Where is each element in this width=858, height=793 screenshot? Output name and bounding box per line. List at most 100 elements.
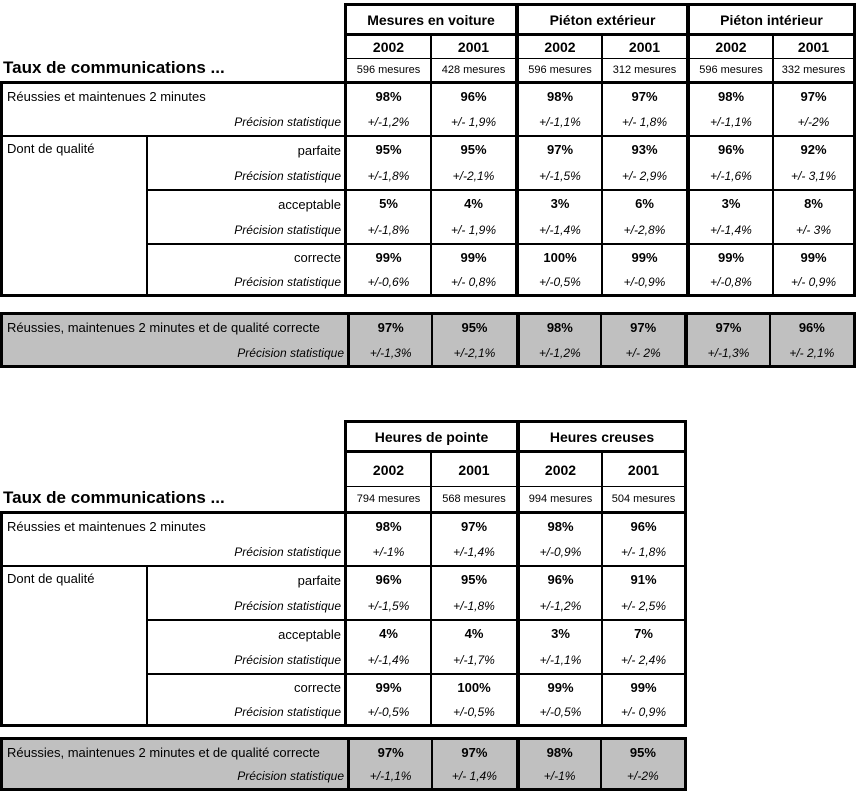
- precision-cell: +/-1,5%: [344, 592, 430, 619]
- table-communications-by-environment: Taux de communications ... Mesures en vo…: [0, 3, 856, 297]
- row-label-text: Réussies et maintenues 2 minutes: [7, 89, 206, 105]
- precision-cell: +/- 1,8%: [601, 538, 687, 565]
- year-header: 2001: [601, 33, 686, 58]
- table-communications-by-hours: Taux de communications ... Heures de poi…: [0, 420, 687, 727]
- precision-cell: +/-2,8%: [601, 216, 686, 243]
- sample-size: 596 mesures: [515, 58, 601, 81]
- quality-sub-label-text: correcte: [294, 249, 341, 265]
- summary-value: 96%: [798, 320, 825, 335]
- value-cell: 5%: [344, 189, 430, 216]
- value-cell: 98%: [344, 511, 430, 538]
- precision-label: Précision statistique: [234, 545, 341, 560]
- summary-precision: +/-1,3%: [369, 345, 412, 360]
- summary-band-hours: Réussies, maintenues 2 minutes et de qua…: [0, 737, 687, 791]
- sample-size: 332 mesures: [772, 58, 856, 81]
- sample-size: 428 mesures: [430, 58, 515, 81]
- value-cell: 95%: [430, 135, 515, 162]
- summary-band-environment: Réussies, maintenues 2 minutes et de qua…: [0, 312, 856, 368]
- quality-label: Dont de qualité: [0, 135, 146, 297]
- summary-value: 98%: [546, 320, 573, 335]
- summary-value-cell: 98% +/-1%: [515, 740, 600, 788]
- precision-label: Précision statistique: [237, 345, 344, 360]
- precision-cell: +/-1,4%: [430, 538, 516, 565]
- precision-cell: +/- 0,8%: [430, 270, 515, 297]
- summary-value-cell: 97% +/-1,3%: [684, 315, 769, 365]
- value-cell: 93%: [601, 135, 686, 162]
- group-header-pieton-interieur: Piéton intérieur: [686, 3, 856, 33]
- precision-cell: +/- 0,9%: [772, 270, 856, 297]
- summary-label-text: Réussies, maintenues 2 minutes et de qua…: [7, 744, 320, 760]
- value-cell: 96%: [430, 81, 515, 108]
- year-header: 2002: [515, 33, 601, 58]
- summary-value-cell: 98% +/-1,2%: [515, 315, 600, 365]
- precision-cell: +/-1%: [344, 538, 430, 565]
- quality-sub-label-text: acceptable: [278, 196, 341, 212]
- precision-cell: +/-1,8%: [344, 216, 430, 243]
- value-cell: 98%: [344, 81, 430, 108]
- precision-cell: +/- 3%: [772, 216, 856, 243]
- value-cell: 96%: [516, 565, 601, 592]
- precision-cell: +/-0,5%: [344, 700, 430, 727]
- summary-value-cell: 97% +/- 2%: [600, 315, 685, 365]
- value-cell: 3%: [515, 189, 601, 216]
- precision-cell: +/-1,8%: [344, 162, 430, 189]
- quality-sub-label: correcte Précision statistique: [146, 243, 344, 297]
- row-label-reussies: Réussies et maintenues 2 minutes Précisi…: [0, 511, 344, 565]
- precision-cell: +/-1,1%: [686, 108, 772, 135]
- precision-cell: +/-2%: [772, 108, 856, 135]
- value-cell: 8%: [772, 189, 856, 216]
- precision-cell: +/-0,9%: [601, 270, 686, 297]
- precision-cell: +/-1,1%: [516, 646, 601, 673]
- precision-cell: +/-1,4%: [686, 216, 772, 243]
- sample-size: 504 mesures: [601, 486, 687, 511]
- value-cell: 91%: [601, 565, 687, 592]
- value-cell: 99%: [430, 243, 515, 270]
- precision-cell: +/-2,1%: [430, 162, 515, 189]
- precision-label: Précision statistique: [237, 769, 344, 783]
- group-header-pieton-exterieur: Piéton extérieur: [515, 3, 686, 33]
- year-header: 2002: [686, 33, 772, 58]
- year-header: 2002: [344, 33, 430, 58]
- precision-cell: +/- 2,5%: [601, 592, 687, 619]
- year-header: 2001: [772, 33, 856, 58]
- value-cell: 97%: [430, 511, 516, 538]
- precision-cell: +/-0,5%: [430, 700, 516, 727]
- year-header: 2001: [430, 33, 515, 58]
- year-header: 2001: [601, 450, 687, 486]
- precision-label: Précision statistique: [234, 599, 341, 613]
- summary-value-cell: 97% +/-1,3%: [347, 315, 432, 365]
- summary-value: 97%: [630, 320, 657, 335]
- sample-size: 312 mesures: [601, 58, 686, 81]
- summary-value: 97%: [715, 320, 742, 335]
- summary-value: 97%: [461, 744, 488, 760]
- summary-value: 97%: [377, 744, 404, 760]
- quality-sub-label: parfaite Précision statistique: [146, 565, 344, 619]
- value-cell: 99%: [601, 243, 686, 270]
- value-cell: 99%: [686, 243, 772, 270]
- precision-cell: +/- 0,9%: [601, 700, 687, 727]
- precision-cell: +/-1,8%: [430, 592, 516, 619]
- quality-sub-label: parfaite Précision statistique: [146, 135, 344, 189]
- summary-precision: +/-2%: [627, 769, 659, 783]
- group-header-heures-de-pointe: Heures de pointe: [344, 420, 516, 450]
- value-cell: 100%: [430, 673, 516, 700]
- precision-cell: +/-1,6%: [686, 162, 772, 189]
- precision-label: Précision statistique: [234, 115, 341, 130]
- year-header: 2001: [430, 450, 516, 486]
- value-cell: 96%: [601, 511, 687, 538]
- precision-cell: +/-1,2%: [344, 108, 430, 135]
- table2-title: Taux de communications ...: [0, 420, 344, 511]
- summary-value-cell: 96% +/- 2,1%: [768, 315, 853, 365]
- value-cell: 3%: [686, 189, 772, 216]
- quality-sub-label-text: acceptable: [278, 626, 341, 642]
- summary-value-cell: 97% +/-1,1%: [347, 740, 432, 788]
- summary-precision: +/- 2%: [625, 345, 661, 360]
- precision-cell: +/-1,4%: [344, 646, 430, 673]
- row-label-reussies: Réussies et maintenues 2 minutes Précisi…: [0, 81, 344, 135]
- summary-label-text: Réussies, maintenues 2 minutes et de qua…: [7, 320, 320, 335]
- value-cell: 95%: [344, 135, 430, 162]
- group-header-mesures-en-voiture: Mesures en voiture: [344, 3, 515, 33]
- precision-cell: +/-0,8%: [686, 270, 772, 297]
- precision-cell: +/-0,9%: [516, 538, 601, 565]
- summary-precision: +/-2,1%: [453, 345, 496, 360]
